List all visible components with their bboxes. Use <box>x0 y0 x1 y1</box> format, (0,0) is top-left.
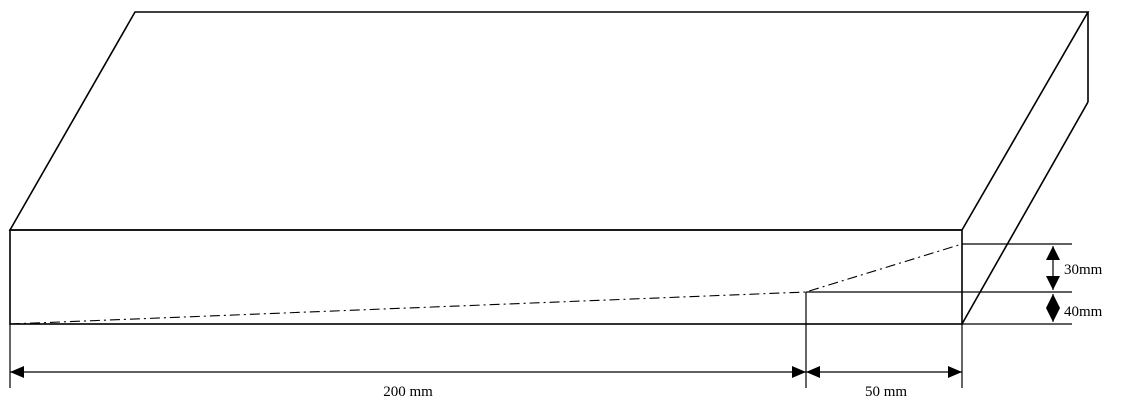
arrow-right-icon <box>948 366 962 378</box>
dimension-40mm: 40mm <box>1046 294 1103 322</box>
arrow-down-icon <box>1046 308 1060 322</box>
arrow-left-icon <box>10 366 24 378</box>
arrow-up-icon <box>1046 294 1060 308</box>
right-face-bottom-edge <box>961 101 1089 325</box>
dimension-label-40: 40mm <box>1064 304 1103 320</box>
arrow-up-icon <box>1046 246 1060 260</box>
slope-line <box>9 243 963 325</box>
arrow-left-icon <box>806 366 820 378</box>
top-face <box>8 11 1090 231</box>
dimension-50mm: 50 mm <box>806 366 962 400</box>
front-face <box>9 229 963 325</box>
arrow-down-icon <box>1046 276 1060 290</box>
block-outline <box>8 11 1090 325</box>
arrow-right-icon <box>792 366 806 378</box>
dimension-200mm: 200 mm <box>10 366 806 400</box>
dimension-30mm: 30mm <box>1046 246 1103 290</box>
dimension-label-200: 200 mm <box>383 384 433 400</box>
dimension-label-30: 30mm <box>1064 262 1103 278</box>
dimension-label-50: 50 mm <box>865 384 907 400</box>
